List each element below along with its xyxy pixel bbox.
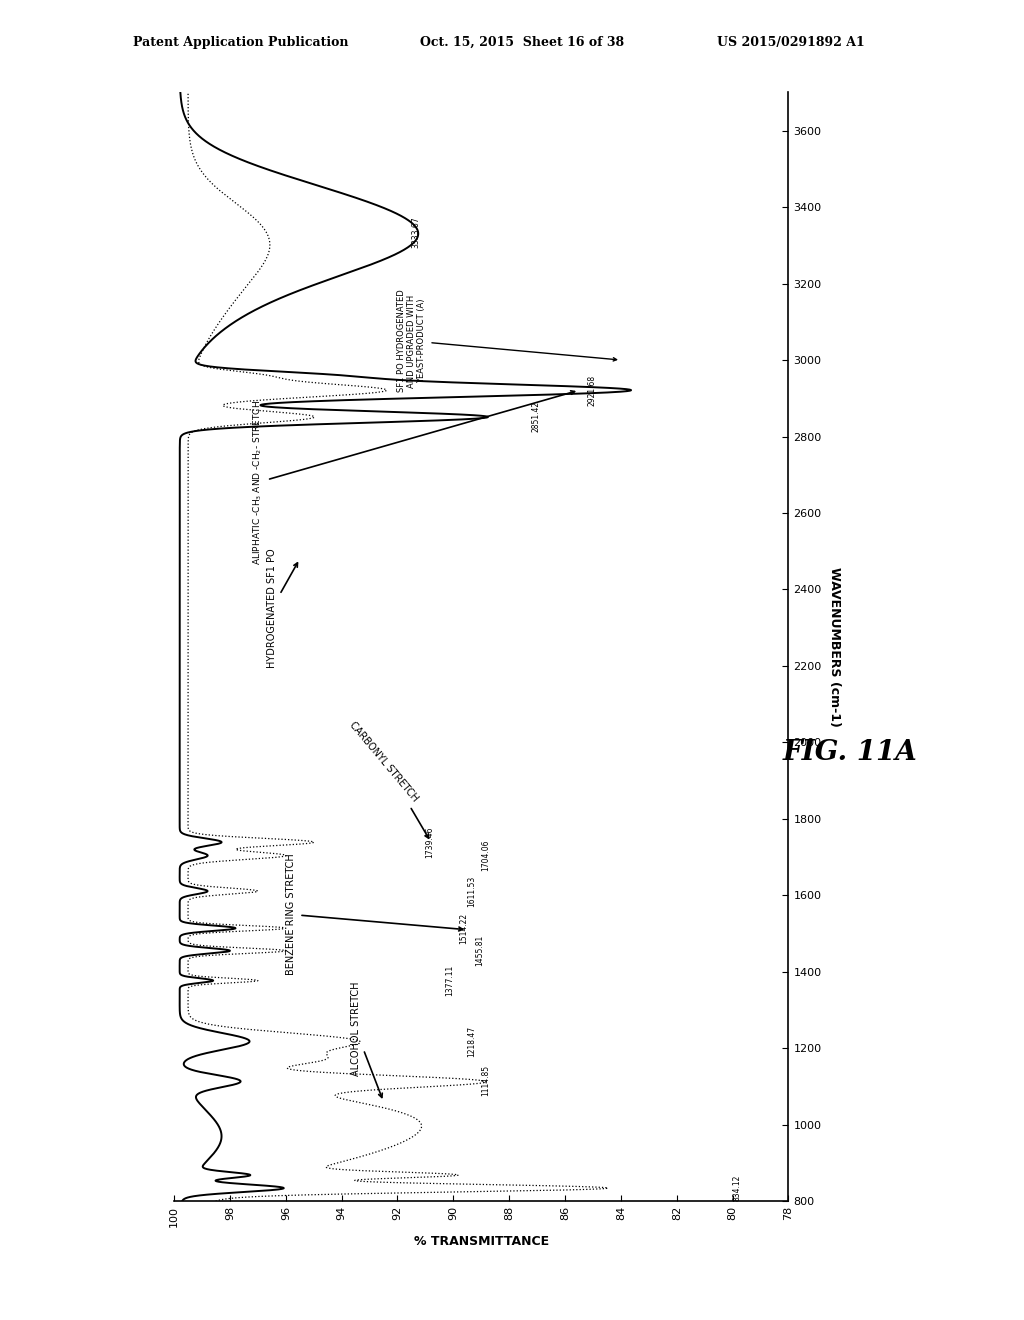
Text: 2851.42: 2851.42 bbox=[531, 401, 541, 433]
Text: Patent Application Publication: Patent Application Publication bbox=[133, 36, 348, 49]
X-axis label: % TRANSMITTANCE: % TRANSMITTANCE bbox=[414, 1236, 549, 1249]
Text: ALCOHOL STRETCH: ALCOHOL STRETCH bbox=[350, 982, 382, 1097]
Text: 1455.81: 1455.81 bbox=[476, 935, 484, 966]
Text: 1218.47: 1218.47 bbox=[467, 1026, 476, 1057]
Text: 1704.06: 1704.06 bbox=[481, 840, 490, 871]
Text: 1739.46: 1739.46 bbox=[425, 826, 434, 858]
Text: 1114.85: 1114.85 bbox=[481, 1065, 490, 1097]
Text: US 2015/0291892 A1: US 2015/0291892 A1 bbox=[717, 36, 864, 49]
Text: 1377.11: 1377.11 bbox=[445, 965, 454, 997]
Text: Oct. 15, 2015  Sheet 16 of 38: Oct. 15, 2015 Sheet 16 of 38 bbox=[420, 36, 624, 49]
Text: BENZENE RING STRETCH: BENZENE RING STRETCH bbox=[287, 854, 463, 975]
Text: ALIPHATIC -CH$_3$ AND -CH$_2$- STRETCH: ALIPHATIC -CH$_3$ AND -CH$_2$- STRETCH bbox=[252, 391, 574, 565]
Text: SF1 PO HYDROGENATED
AND UPGRADED WITH
YEAST-PRODUCT (A): SF1 PO HYDROGENATED AND UPGRADED WITH YE… bbox=[396, 289, 616, 392]
Text: 1514.22: 1514.22 bbox=[459, 912, 468, 944]
Y-axis label: WAVENUMBERS (cm-1): WAVENUMBERS (cm-1) bbox=[828, 566, 841, 727]
Text: 2921.68: 2921.68 bbox=[588, 375, 596, 405]
Text: HYDROGENATED SF1 PO: HYDROGENATED SF1 PO bbox=[267, 549, 298, 668]
Text: 3333.67: 3333.67 bbox=[412, 216, 421, 248]
Text: 834.12: 834.12 bbox=[732, 1175, 741, 1201]
Text: 1611.53: 1611.53 bbox=[467, 875, 476, 907]
Text: CARBONYL STRETCH: CARBONYL STRETCH bbox=[347, 719, 429, 838]
Text: FIG. 11A: FIG. 11A bbox=[782, 739, 918, 766]
